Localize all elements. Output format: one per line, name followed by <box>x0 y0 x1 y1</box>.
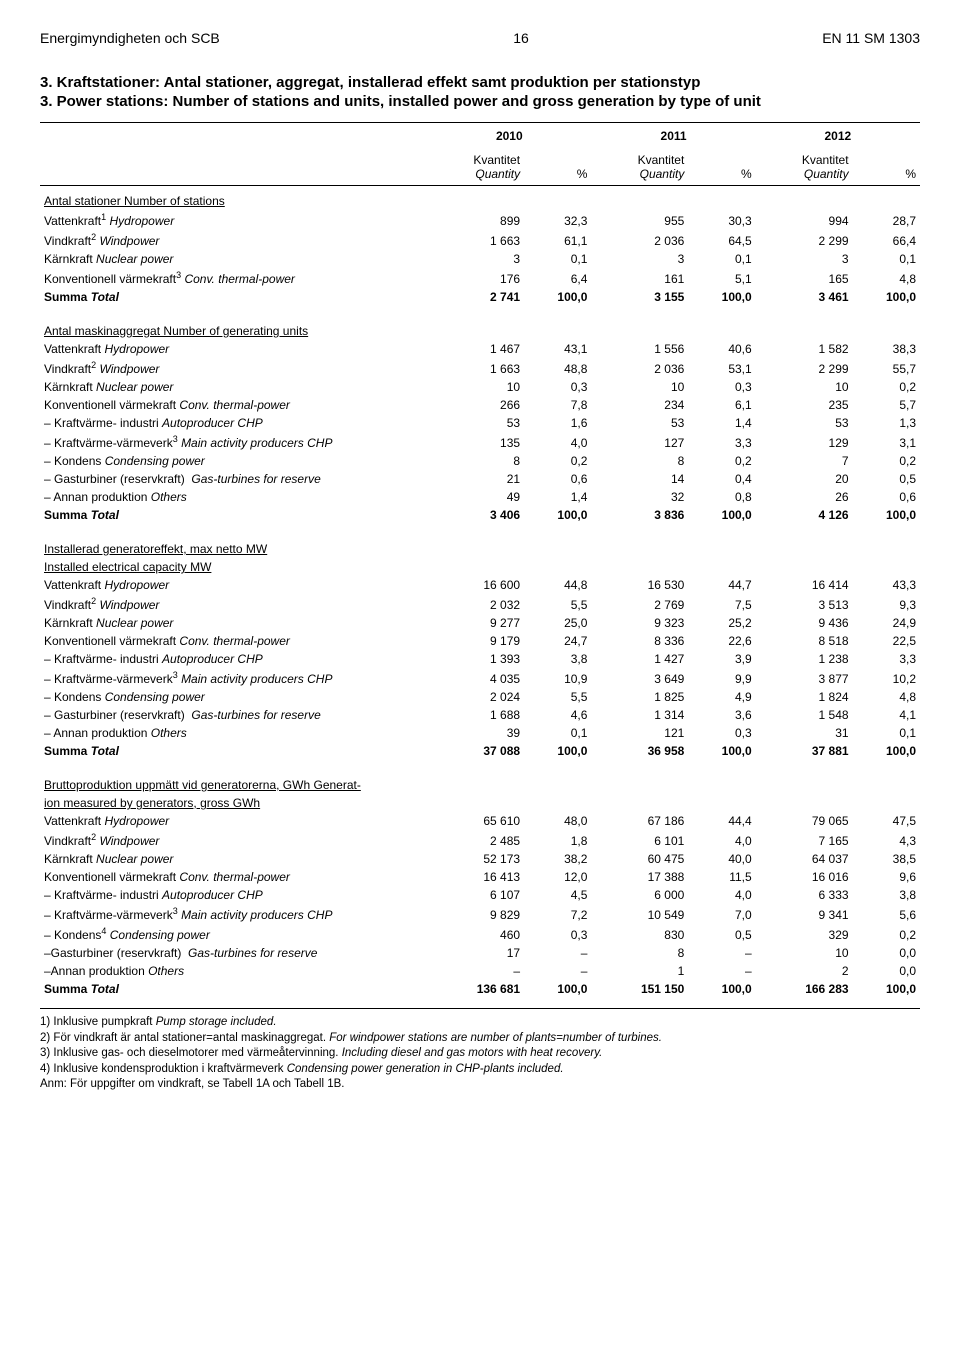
table-row: – Kondens Condensing power2 0245,51 8254… <box>40 688 920 706</box>
footnote: 4) Inklusive kondensproduktion i kraftvä… <box>40 1062 920 1078</box>
footnotes: 1) Inklusive pumpkraft Pump storage incl… <box>40 1008 920 1093</box>
table-row: Vindkraft2 Windpower2 4851,86 1014,07 16… <box>40 830 920 850</box>
table-row: – Kraftvärme-värmeverk3 Main activity pr… <box>40 432 920 452</box>
col-pct: % <box>524 151 591 186</box>
table-row: Kärnkraft Nuclear power30,130,130,1 <box>40 250 920 268</box>
table-row: Vindkraft2 Windpower2 0325,52 7697,53 51… <box>40 594 920 614</box>
year-header-row: 2010 2011 2012 <box>40 123 920 152</box>
col-pct: % <box>853 151 920 186</box>
table-row: Konventionell värmekraft Conv. thermal-p… <box>40 868 920 886</box>
table-row: – Kraftvärme- industri Autoproducer CHP5… <box>40 414 920 432</box>
section-label: Bruttoproduktion uppmätt vid generatorer… <box>40 760 920 794</box>
table-row: – Gasturbiner (reservkraft) Gas-turbines… <box>40 706 920 724</box>
year-2012: 2012 <box>756 123 920 152</box>
footnote: Anm: För uppgifter om vindkraft, se Tabe… <box>40 1077 920 1093</box>
table-row: – Kondens Condensing power80,280,270,2 <box>40 452 920 470</box>
table-row: Konventionell värmekraft Conv. thermal-p… <box>40 396 920 414</box>
footnote: 1) Inklusive pumpkraft Pump storage incl… <box>40 1015 920 1031</box>
year-2010: 2010 <box>427 123 591 152</box>
table-row: Vattenkraft Hydropower16 60044,816 53044… <box>40 576 920 594</box>
table-row: – Annan produktion Others491,4320,8260,6 <box>40 488 920 506</box>
data-table: 2010 2011 2012 KvantitetQuantity % Kvant… <box>40 122 920 998</box>
table-row: Vattenkraft Hydropower65 61048,067 18644… <box>40 812 920 830</box>
table-row: – Kraftvärme- industri Autoproducer CHP1… <box>40 650 920 668</box>
title-sv: 3. Kraftstationer: Antal stationer, aggr… <box>40 74 920 91</box>
title-en: 3. Power stations: Number of stations an… <box>40 93 920 110</box>
table-row: –Gasturbiner (reservkraft) Gas-turbines … <box>40 944 920 962</box>
page-header: Energimyndigheten och SCB 16 EN 11 SM 13… <box>40 30 920 46</box>
table-row: Vindkraft2 Windpower1 66361,12 03664,52 … <box>40 230 920 250</box>
total-row: Summa Total37 088100,036 958100,037 8811… <box>40 742 920 760</box>
table-row: Vindkraft2 Windpower1 66348,82 03653,12 … <box>40 358 920 378</box>
section-label: Antal maskinaggregat Number of generatin… <box>40 306 920 340</box>
table-row: – Kraftvärme-värmeverk3 Main activity pr… <box>40 904 920 924</box>
section-label2: ion measured by generators, gross GWh <box>40 794 920 812</box>
year-2011: 2011 <box>591 123 755 152</box>
total-row: Summa Total2 741100,03 155100,03 461100,… <box>40 288 920 306</box>
table-row: – Kraftvärme-värmeverk3 Main activity pr… <box>40 668 920 688</box>
section-label: Antal stationer Number of stations <box>40 186 920 211</box>
col-qty: KvantitetQuantity <box>756 151 853 186</box>
section-label: Installerad generatoreffekt, max netto M… <box>40 524 920 558</box>
header-left: Energimyndigheten och SCB <box>40 30 220 46</box>
table-row: Kärnkraft Nuclear power100,3100,3100,2 <box>40 378 920 396</box>
footnote: 3) Inklusive gas- och dieselmotorer med … <box>40 1046 920 1062</box>
table-row: – Kraftvärme- industri Autoproducer CHP6… <box>40 886 920 904</box>
table-row: Kärnkraft Nuclear power9 27725,09 32325,… <box>40 614 920 632</box>
table-row: – Kondens4 Condensing power4600,38300,53… <box>40 924 920 944</box>
col-qty: KvantitetQuantity <box>591 151 688 186</box>
footnote: 2) För vindkraft är antal stationer=anta… <box>40 1031 920 1047</box>
table-row: Kärnkraft Nuclear power52 17338,260 4754… <box>40 850 920 868</box>
total-row: Summa Total3 406100,03 836100,04 126100,… <box>40 506 920 524</box>
section-label2: Installed electrical capacity MW <box>40 558 920 576</box>
table-row: Konventionell värmekraft Conv. thermal-p… <box>40 632 920 650</box>
sub-header-row: KvantitetQuantity % KvantitetQuantity % … <box>40 151 920 186</box>
total-row: Summa Total136 681100,0151 150100,0166 2… <box>40 980 920 998</box>
table-row: – Annan produktion Others390,11210,3310,… <box>40 724 920 742</box>
table-row: –Annan produktion Others––1–20,0 <box>40 962 920 980</box>
table-row: Vattenkraft1 Hydropower89932,395530,3994… <box>40 210 920 230</box>
table-row: Konventionell värmekraft3 Conv. thermal-… <box>40 268 920 288</box>
table-row: Vattenkraft Hydropower1 46743,11 55640,6… <box>40 340 920 358</box>
col-pct: % <box>688 151 755 186</box>
table-row: – Gasturbiner (reservkraft) Gas-turbines… <box>40 470 920 488</box>
header-right: EN 11 SM 1303 <box>822 30 920 46</box>
header-center: 16 <box>513 30 529 46</box>
col-qty: KvantitetQuantity <box>427 151 524 186</box>
